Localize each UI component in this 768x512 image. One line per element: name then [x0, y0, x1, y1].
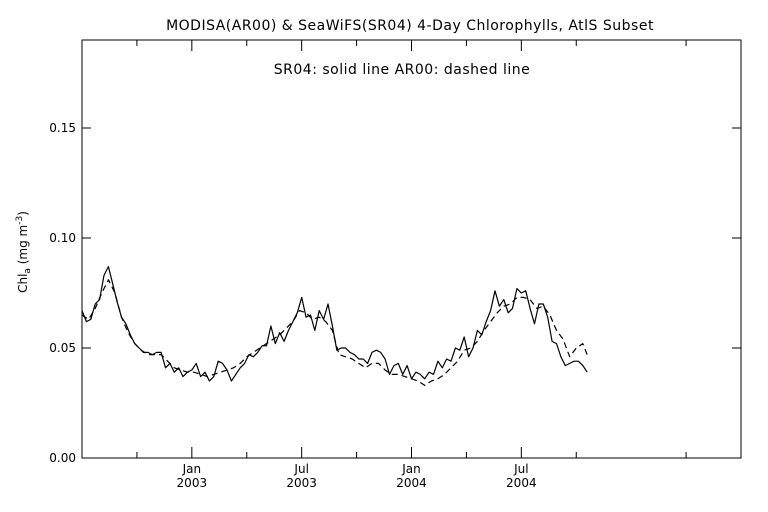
y-axis-label-sup: -3 — [15, 216, 25, 225]
x-tick-year-label: 2003 — [177, 476, 208, 490]
y-tick-label: 0.15 — [49, 121, 76, 135]
chart-title: MODISA(AR00) & SeaWiFS(SR04) 4-Day Chlor… — [166, 18, 654, 34]
legend-note: SR04: solid line AR00: dashed line — [274, 62, 530, 78]
y-axis-label-main: Chl — [16, 274, 30, 293]
x-tick-month-label: Jan — [401, 462, 421, 476]
y-axis-label-close: ) — [16, 211, 30, 216]
x-tick-year-label: 2004 — [396, 476, 427, 490]
x-tick-year-label: 2003 — [286, 476, 317, 490]
series-line-dashed — [81, 279, 588, 386]
x-tick-month-label: Jan — [182, 462, 202, 476]
x-tick-year-label: 2004 — [506, 476, 537, 490]
y-axis-ticks: 0.00 0.05 0.10 0.15 — [49, 121, 741, 465]
series-layer — [81, 266, 588, 386]
y-tick-label: 0.10 — [49, 231, 76, 245]
y-axis-label: Chla (mg m-3) — [15, 211, 33, 293]
x-tick-month-label: Jul — [513, 462, 528, 476]
x-tick-month-label: Jul — [293, 462, 308, 476]
y-tick-label: 0.05 — [49, 341, 76, 355]
y-axis-label-sub: a — [23, 268, 33, 274]
y-axis-label-unit: (mg m — [16, 225, 30, 268]
y-tick-label: 0.00 — [49, 451, 76, 465]
